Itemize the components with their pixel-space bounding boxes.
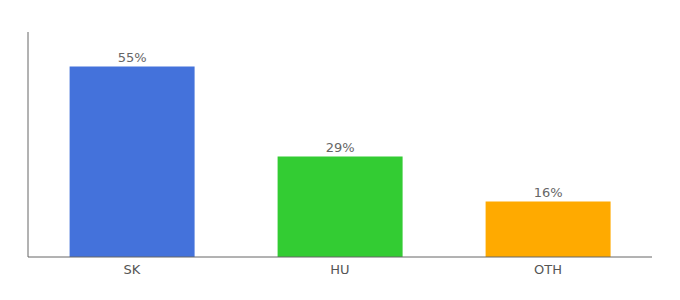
- svg-text:16%: 16%: [534, 185, 563, 200]
- svg-text:SK: SK: [124, 262, 141, 277]
- svg-text:OTH: OTH: [534, 262, 562, 277]
- svg-text:HU: HU: [330, 262, 349, 277]
- svg-text:55%: 55%: [118, 50, 147, 65]
- svg-text:29%: 29%: [326, 140, 355, 155]
